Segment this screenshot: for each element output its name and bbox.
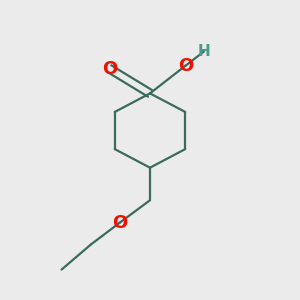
Text: O: O	[102, 60, 117, 78]
Text: O: O	[178, 57, 193, 75]
Text: O: O	[112, 214, 128, 232]
Text: H: H	[197, 44, 210, 59]
